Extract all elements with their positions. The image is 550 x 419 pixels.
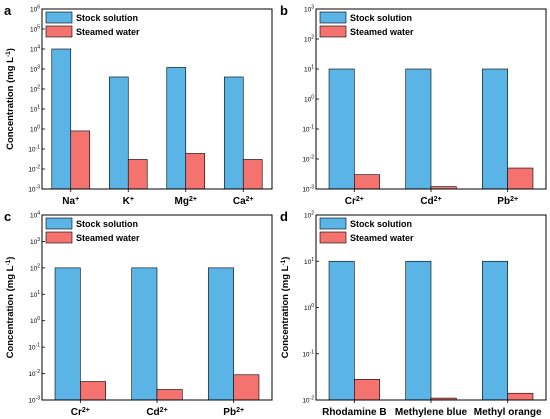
plot-frame xyxy=(41,8,273,190)
y-tick-label: 105 xyxy=(30,25,40,34)
y-tick-label: 10-1 xyxy=(302,349,314,358)
x-tick-label: K+ xyxy=(123,196,134,208)
panel-letter: d xyxy=(280,209,288,224)
legend-label: Stock solution xyxy=(76,219,138,229)
y-tick-label: 102 xyxy=(304,211,314,220)
legend-swatch xyxy=(45,217,73,230)
x-tick-label: Cr2+ xyxy=(71,407,90,419)
bar-steamed-2 xyxy=(507,167,534,190)
bar-stock-3 xyxy=(223,76,244,190)
bar-steamed-2 xyxy=(507,392,534,401)
y-tick-label: 10-3 xyxy=(28,396,40,405)
bar-steamed-2 xyxy=(233,374,260,401)
y-tick-label: 101 xyxy=(304,257,314,266)
y-tick-label: 103 xyxy=(30,65,40,74)
x-tick-label: Cd2+ xyxy=(146,407,167,419)
bar-stock-2 xyxy=(482,68,508,190)
bar-stock-1 xyxy=(405,68,432,190)
bar-steamed-1 xyxy=(127,159,148,190)
legend-swatch xyxy=(319,217,347,230)
y-tick-label: 10-2 xyxy=(302,155,314,164)
x-tick-label: Rhodamine B xyxy=(322,407,386,418)
x-tick-label: Pb2+ xyxy=(223,407,244,419)
y-tick-label: 100 xyxy=(30,316,40,325)
legend-label: Stock solution xyxy=(350,13,412,23)
y-tick-label: 101 xyxy=(30,105,40,114)
x-tick-label: Pb2+ xyxy=(497,196,518,208)
bar-stock-2 xyxy=(208,267,234,401)
y-tick-label: 10-3 xyxy=(302,185,314,194)
bar-stock-0 xyxy=(328,68,355,190)
bar-steamed-0 xyxy=(354,379,380,401)
bar-stock-1 xyxy=(108,76,129,190)
y-tick-label: 101 xyxy=(30,290,40,299)
y-tick-label: 10-1 xyxy=(28,145,40,154)
bar-stock-1 xyxy=(405,260,432,401)
y-axis-label: Concentration (mg L-1) xyxy=(280,257,292,359)
y-tick-label: 102 xyxy=(304,35,314,44)
bar-stock-1 xyxy=(131,267,158,401)
bar-steamed-1 xyxy=(156,389,183,401)
y-tick-label: 10-3 xyxy=(28,185,40,194)
y-tick-label: 103 xyxy=(30,237,40,246)
x-tick-label: Mg2+ xyxy=(175,196,197,208)
bar-stock-0 xyxy=(328,260,355,401)
legend-swatch xyxy=(45,11,73,24)
y-tick-label: 10-2 xyxy=(28,165,40,174)
legend-label: Stock solution xyxy=(76,13,138,23)
y-tick-label: 101 xyxy=(304,65,314,74)
chart-panel-c: c Concentration (mg L-1) Cr2+ Cd2+ Pb2+ 10-3 1… xyxy=(4,209,273,419)
bar-stock-0 xyxy=(51,48,72,190)
legend-label: Steamed water xyxy=(76,233,140,243)
legend-label: Steamed water xyxy=(76,27,140,37)
bar-steamed-2 xyxy=(185,153,206,190)
bar-steamed-0 xyxy=(80,381,106,401)
x-tick-label: Cd2+ xyxy=(420,196,441,208)
x-tick-label: Methyl orange xyxy=(474,407,542,418)
legend-label: Steamed water xyxy=(350,233,414,243)
y-axis-label: Concentration (mg L-1) xyxy=(5,257,17,359)
legend-swatch xyxy=(319,11,347,24)
legend-swatch xyxy=(319,25,347,38)
bar-steamed-3 xyxy=(242,159,263,190)
legend-label: Steamed water xyxy=(350,27,414,37)
y-tick-label: 10-2 xyxy=(28,369,40,378)
y-tick-label: 100 xyxy=(304,95,314,104)
y-tick-label: 100 xyxy=(30,125,40,134)
y-tick-label: 104 xyxy=(30,45,40,54)
y-tick-label: 100 xyxy=(304,303,314,312)
legend-label: Stock solution xyxy=(350,219,412,229)
bar-steamed-0 xyxy=(70,130,91,190)
bar-stock-2 xyxy=(482,260,508,401)
y-tick-label: 106 xyxy=(30,5,40,14)
panel-letter: a xyxy=(4,3,12,18)
panel-letter: b xyxy=(280,3,288,18)
bar-stock-0 xyxy=(54,267,81,401)
chart-panel-b: b Cr2+ Cd2+ Pb2+ 10-3 10-2 10-1 100 101 102 103 Sto… xyxy=(280,3,547,208)
y-axis-label: Concentration (mg L-1) xyxy=(5,48,17,150)
x-tick-label: Cr2+ xyxy=(345,196,364,208)
y-tick-label: 10-2 xyxy=(302,396,314,405)
panel-letter: c xyxy=(4,209,11,224)
y-tick-label: 10-1 xyxy=(28,343,40,352)
x-tick-label: Na+ xyxy=(62,196,79,208)
x-tick-label: Methylene blue xyxy=(395,407,468,418)
y-tick-label: 104 xyxy=(30,211,40,220)
legend-swatch xyxy=(45,25,73,38)
y-tick-label: 102 xyxy=(30,85,40,94)
y-tick-label: 10-1 xyxy=(302,125,314,134)
y-tick-label: 103 xyxy=(304,5,314,14)
bar-stock-2 xyxy=(166,67,187,190)
bar-steamed-0 xyxy=(354,174,380,190)
legend-swatch xyxy=(319,231,347,244)
chart-panel-d: d Concentration (mg L-1) Rhodamine B Methyl… xyxy=(280,209,547,418)
x-tick-label: Ca2+ xyxy=(233,196,254,208)
plot-frame xyxy=(41,214,273,401)
legend-swatch xyxy=(45,231,73,244)
chart-panel-a: a Concentration (mg L-1) Na+ K+ Mg2+ Ca2+ 10-3… xyxy=(4,3,273,208)
y-tick-label: 102 xyxy=(30,263,40,272)
